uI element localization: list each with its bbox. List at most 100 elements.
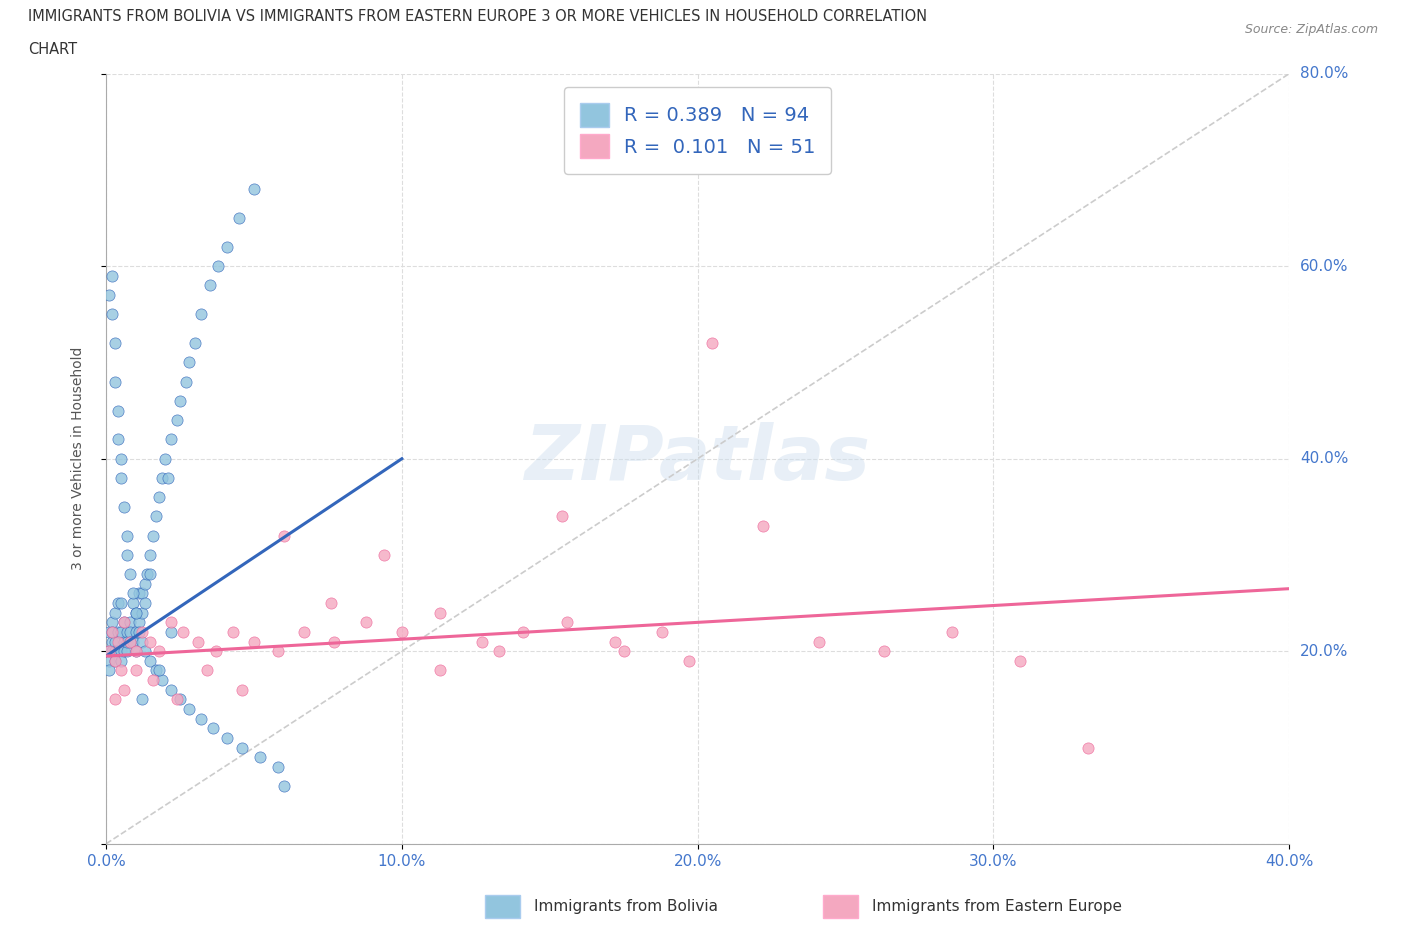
Point [201, 721, 224, 736]
Point [139, 634, 162, 649]
Point [429, 605, 451, 620]
Point [148, 663, 170, 678]
Point [613, 644, 636, 658]
Point [121, 586, 143, 601]
Point [134, 644, 156, 658]
Point [112, 683, 135, 698]
Point [110, 625, 132, 640]
Point [124, 644, 146, 658]
Point [160, 432, 183, 447]
Point [231, 740, 253, 755]
Point [104, 634, 127, 649]
Point [118, 634, 141, 649]
Point [373, 548, 395, 563]
Point [471, 634, 494, 649]
Point [603, 634, 626, 649]
Point [131, 605, 153, 620]
Point [115, 528, 138, 543]
Point [145, 663, 167, 678]
Point [98, 644, 121, 658]
Point [190, 307, 212, 322]
Point [177, 355, 200, 370]
Point [134, 596, 156, 611]
Point [118, 625, 141, 640]
Point [322, 634, 344, 649]
Point [488, 644, 510, 658]
Point [266, 759, 288, 774]
Point [101, 625, 124, 640]
Point [110, 644, 132, 658]
Point [98, 663, 121, 678]
Point [550, 509, 572, 524]
Point [107, 625, 129, 640]
Point [145, 509, 167, 524]
Point [204, 644, 226, 658]
Point [124, 644, 146, 658]
Text: IMMIGRANTS FROM BOLIVIA VS IMMIGRANTS FROM EASTERN EUROPE 3 OR MORE VEHICLES IN : IMMIGRANTS FROM BOLIVIA VS IMMIGRANTS FR… [28, 9, 927, 24]
Point [118, 634, 141, 649]
Point [217, 730, 239, 745]
Point [273, 778, 295, 793]
Point [155, 451, 177, 466]
Point [104, 654, 127, 669]
Point [131, 625, 153, 640]
Point [249, 750, 271, 764]
Point [142, 672, 165, 687]
Point [104, 605, 127, 620]
Point [124, 605, 146, 620]
Point [128, 625, 150, 640]
Point [148, 490, 170, 505]
Point [198, 278, 221, 293]
Point [319, 596, 342, 611]
Point [174, 374, 197, 389]
Point [184, 336, 207, 351]
Point [1008, 654, 1031, 669]
Point [150, 672, 173, 687]
Point [169, 692, 191, 707]
Point [807, 634, 830, 649]
Point [166, 413, 188, 428]
Legend: R = 0.389   N = 94, R =  0.101   N = 51: R = 0.389 N = 94, R = 0.101 N = 51 [564, 87, 831, 174]
Point [941, 625, 963, 640]
Point [356, 615, 378, 630]
Point [101, 644, 124, 658]
Point [1077, 740, 1099, 755]
Text: 40.0%: 40.0% [1301, 451, 1348, 466]
Point [557, 615, 579, 630]
Point [104, 654, 127, 669]
Point [112, 644, 135, 658]
Point [98, 287, 121, 302]
Point [139, 566, 162, 581]
Point [128, 615, 150, 630]
Point [110, 451, 132, 466]
Text: Source: ZipAtlas.com: Source: ZipAtlas.com [1244, 23, 1378, 36]
Point [110, 596, 132, 611]
Point [160, 615, 183, 630]
Point [107, 432, 129, 447]
Point [104, 644, 127, 658]
Point [139, 548, 162, 563]
Point [131, 692, 153, 707]
Point [142, 528, 165, 543]
Point [118, 615, 141, 630]
Point [101, 269, 124, 284]
Point [101, 634, 124, 649]
Point [115, 625, 138, 640]
Point [107, 644, 129, 658]
Point [101, 615, 124, 630]
Point [512, 625, 534, 640]
Point [110, 654, 132, 669]
Point [228, 210, 250, 225]
Point [190, 711, 212, 726]
Point [222, 625, 245, 640]
Point [112, 634, 135, 649]
Point [751, 519, 773, 534]
Point [678, 654, 700, 669]
Point [160, 625, 183, 640]
Point [157, 471, 180, 485]
Text: 80.0%: 80.0% [1301, 66, 1348, 81]
Point [172, 625, 194, 640]
Point [166, 692, 188, 707]
Point [169, 393, 191, 408]
Point [98, 625, 121, 640]
